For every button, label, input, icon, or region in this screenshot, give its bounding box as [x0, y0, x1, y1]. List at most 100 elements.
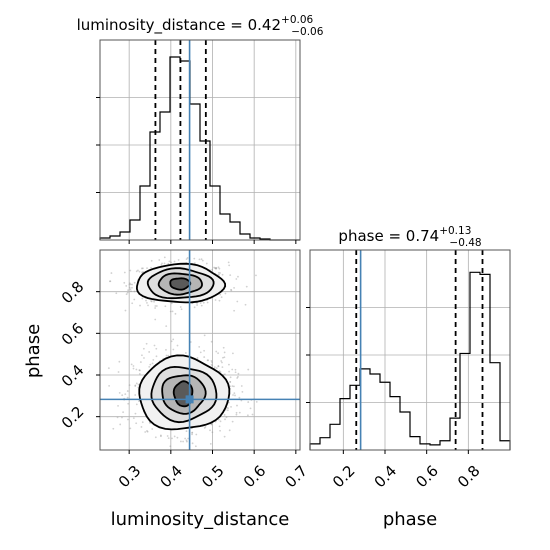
- sample-point: [203, 349, 205, 352]
- sample-point: [150, 266, 152, 269]
- sample-point: [151, 428, 154, 430]
- sample-point: [174, 312, 177, 315]
- sample-point: [167, 437, 170, 440]
- sample-point: [233, 286, 235, 289]
- sample-point: [223, 351, 226, 354]
- sample-point: [215, 367, 218, 369]
- sample-point: [171, 310, 174, 313]
- sample-point: [155, 347, 158, 350]
- ld-tick-label-2: 0.5: [198, 462, 228, 492]
- sample-point: [165, 348, 167, 351]
- sample-point: [227, 407, 229, 410]
- sample-point: [218, 370, 221, 372]
- sample-point: [137, 269, 139, 272]
- sample-point: [129, 427, 132, 430]
- sample-point: [231, 368, 234, 371]
- sample-point: [170, 261, 172, 264]
- sample-point: [221, 366, 224, 368]
- sample-point: [131, 283, 134, 286]
- sample-point: [139, 304, 141, 307]
- sample-point: [210, 423, 213, 426]
- sample-point: [217, 418, 220, 421]
- sample-point: [159, 434, 162, 437]
- sample-point: [164, 305, 167, 308]
- sample-point: [187, 437, 190, 440]
- sample-point: [234, 368, 237, 371]
- sample-point: [138, 400, 140, 403]
- sample-point: [210, 363, 213, 366]
- sample-point: [166, 435, 169, 437]
- sample-point: [141, 271, 143, 274]
- sample-point: [119, 423, 122, 426]
- sample-point: [184, 352, 187, 354]
- sample-point: [121, 416, 123, 419]
- sample-point: [224, 418, 226, 421]
- phase-title-minus: −0.48: [449, 237, 481, 249]
- sample-point: [150, 300, 153, 303]
- sample-point: [214, 299, 217, 301]
- sample-point: [138, 270, 141, 273]
- sample-point: [155, 305, 158, 307]
- sample-point: [167, 354, 170, 357]
- sample-point: [233, 392, 236, 395]
- x-axis-label-luminosity-distance: luminosity_distance: [111, 509, 290, 530]
- sample-point: [191, 431, 194, 434]
- sample-point: [116, 416, 119, 419]
- sample-point: [168, 260, 171, 263]
- sample-point: [137, 383, 140, 386]
- phase-y-tick-label-3: 0.8: [58, 278, 88, 308]
- sample-point: [109, 280, 111, 283]
- sample-point: [150, 259, 153, 262]
- sample-point: [237, 375, 239, 378]
- sample-point: [172, 348, 175, 351]
- sample-point: [219, 420, 222, 423]
- sample-point: [179, 306, 182, 308]
- sample-point: [234, 371, 237, 374]
- y-axis-label-phase: phase: [23, 324, 44, 378]
- sample-point: [235, 411, 238, 414]
- sample-point: [223, 414, 226, 416]
- sample-point: [170, 340, 173, 343]
- sample-point: [138, 369, 141, 371]
- sample-point: [228, 363, 230, 366]
- sample-point: [176, 344, 179, 347]
- sample-point: [191, 431, 193, 434]
- sample-point: [220, 296, 223, 299]
- sample-point: [223, 356, 226, 359]
- sample-point: [244, 303, 247, 306]
- sample-point: [135, 403, 138, 406]
- sample-point: [147, 304, 149, 307]
- sample-point: [219, 371, 222, 373]
- sample-point: [140, 267, 143, 270]
- sample-point: [246, 414, 249, 417]
- sample-point: [141, 297, 144, 300]
- sample-point: [199, 302, 202, 304]
- sample-point: [196, 357, 199, 359]
- sample-point: [145, 342, 148, 345]
- sample-point: [217, 272, 220, 274]
- sample-point: [209, 442, 212, 445]
- sample-point: [251, 413, 254, 416]
- sample-point: [134, 394, 137, 396]
- sample-point: [170, 302, 173, 305]
- sample-point: [121, 394, 124, 397]
- sample-point: [230, 288, 232, 291]
- sample-point: [229, 376, 232, 379]
- sample-point: [217, 365, 220, 368]
- sample-point: [200, 304, 203, 307]
- sample-point: [215, 267, 218, 270]
- sample-point: [228, 370, 231, 373]
- sample-point: [193, 257, 196, 260]
- sample-point: [110, 272, 113, 274]
- sample-point: [236, 300, 239, 303]
- sample-point: [229, 274, 232, 276]
- sample-point: [203, 427, 206, 429]
- sample-point: [153, 300, 155, 303]
- sample-point: [211, 268, 214, 271]
- sample-point: [184, 437, 187, 440]
- sample-point: [230, 289, 233, 292]
- sample-point: [123, 271, 126, 274]
- sample-point: [219, 429, 221, 432]
- sample-point: [131, 302, 134, 305]
